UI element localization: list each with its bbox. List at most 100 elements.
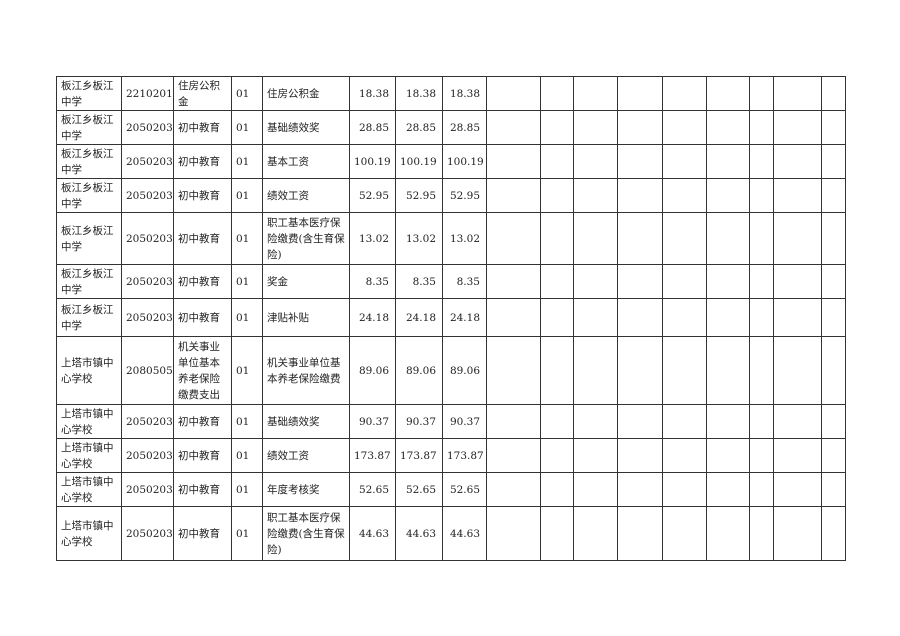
empty-cell [573,178,618,213]
empty-cell [573,76,618,111]
empty-cell [486,404,541,439]
table-row: 板江乡板江中学 2050203 初中教育 01 基础绩效奖 28.85 28.85 28.85 [56,110,846,145]
item-cell: 年度考核奖 [262,472,350,507]
empty-cell [573,506,618,561]
empty-cell [706,472,750,507]
empty-cell [821,264,846,299]
amount-cell: 44.63 [349,506,396,561]
empty-cell [662,506,707,561]
empty-cell [540,110,574,145]
amount-cell: 8.35 [442,264,487,299]
code-cell: 2050203 [121,506,174,561]
empty-cell [662,212,707,265]
empty-cell [486,438,541,473]
empty-cell [573,472,618,507]
empty-cell [662,472,707,507]
category-cell: 初中教育 [173,178,232,213]
table-row: 板江乡板江中学 2050203 初中教育 01 奖金 8.35 8.35 8.35 [56,264,846,299]
empty-cell [749,76,774,111]
code-cell: 2050203 [121,404,174,439]
table-row: 上塔市镇中心学校 2080505 机关事业单位基本养老保险缴费支出 01 机关事业单位基… [56,336,846,405]
amount-cell: 89.06 [349,336,396,405]
item-cell: 职工基本医疗保险缴费(含生育保险) [262,212,350,265]
empty-cell [662,298,707,337]
amount-cell: 52.65 [442,472,487,507]
category-cell: 住房公积金 [173,76,232,111]
empty-cell [749,264,774,299]
empty-cell [773,144,822,179]
empty-cell [706,404,750,439]
amount-cell: 8.35 [349,264,396,299]
empty-cell [773,438,822,473]
category-cell: 初中教育 [173,298,232,337]
empty-cell [617,264,663,299]
empty-cell [573,144,618,179]
empty-cell [540,76,574,111]
seq-cell: 01 [231,178,263,213]
empty-cell [706,298,750,337]
empty-cell [486,110,541,145]
empty-cell [773,336,822,405]
empty-cell [773,76,822,111]
empty-cell [773,298,822,337]
empty-cell [821,472,846,507]
item-cell: 机关事业单位基本养老保险缴费 [262,336,350,405]
empty-cell [573,404,618,439]
amount-cell: 100.19 [349,144,396,179]
item-cell: 津贴补贴 [262,298,350,337]
table-row: 板江乡板江中学 2050203 初中教育 01 绩效工资 52.95 52.95 52.95 [56,178,846,213]
empty-cell [662,264,707,299]
code-cell: 2050203 [121,212,174,265]
amount-cell: 52.95 [442,178,487,213]
code-cell: 2210201 [121,76,174,111]
empty-cell [773,404,822,439]
table-row: 上塔市镇中心学校 2050203 初中教育 01 基础绩效奖 90.37 90.37 90.3… [56,404,846,439]
amount-cell: 100.19 [395,144,443,179]
empty-cell [540,144,574,179]
code-cell: 2050203 [121,298,174,337]
empty-cell [706,76,750,111]
empty-cell [749,506,774,561]
code-cell: 2050203 [121,144,174,179]
table-row: 上塔市镇中心学校 2050203 初中教育 01 职工基本医疗保险缴费(含生育保险) 44… [56,506,846,561]
empty-cell [486,178,541,213]
empty-cell [486,76,541,111]
empty-cell [617,336,663,405]
empty-cell [540,298,574,337]
table-row: 板江乡板江中学 2050203 初中教育 01 津贴补贴 24.18 24.18 24.18 [56,298,846,337]
amount-cell: 44.63 [395,506,443,561]
empty-cell [773,212,822,265]
empty-cell [486,298,541,337]
table-row: 板江乡板江中学 2210201 住房公积金 01 住房公积金 18.38 18.38 18.3… [56,76,846,111]
empty-cell [821,212,846,265]
empty-cell [749,472,774,507]
amount-cell: 18.38 [349,76,396,111]
empty-cell [773,472,822,507]
unit-cell: 板江乡板江中学 [56,212,122,265]
item-cell: 绩效工资 [262,178,350,213]
empty-cell [706,336,750,405]
empty-cell [486,212,541,265]
item-cell: 基本工资 [262,144,350,179]
empty-cell [573,438,618,473]
empty-cell [662,144,707,179]
seq-cell: 01 [231,212,263,265]
amount-cell: 18.38 [395,76,443,111]
empty-cell [540,472,574,507]
empty-cell [749,336,774,405]
empty-cell [821,298,846,337]
empty-cell [540,336,574,405]
empty-cell [749,212,774,265]
empty-cell [749,438,774,473]
amount-cell: 44.63 [442,506,487,561]
empty-cell [662,178,707,213]
unit-cell: 板江乡板江中学 [56,110,122,145]
amount-cell: 173.87 [349,438,396,473]
empty-cell [749,144,774,179]
unit-cell: 板江乡板江中学 [56,178,122,213]
empty-cell [486,144,541,179]
amount-cell: 52.95 [395,178,443,213]
amount-cell: 52.95 [349,178,396,213]
seq-cell: 01 [231,264,263,299]
category-cell: 初中教育 [173,506,232,561]
